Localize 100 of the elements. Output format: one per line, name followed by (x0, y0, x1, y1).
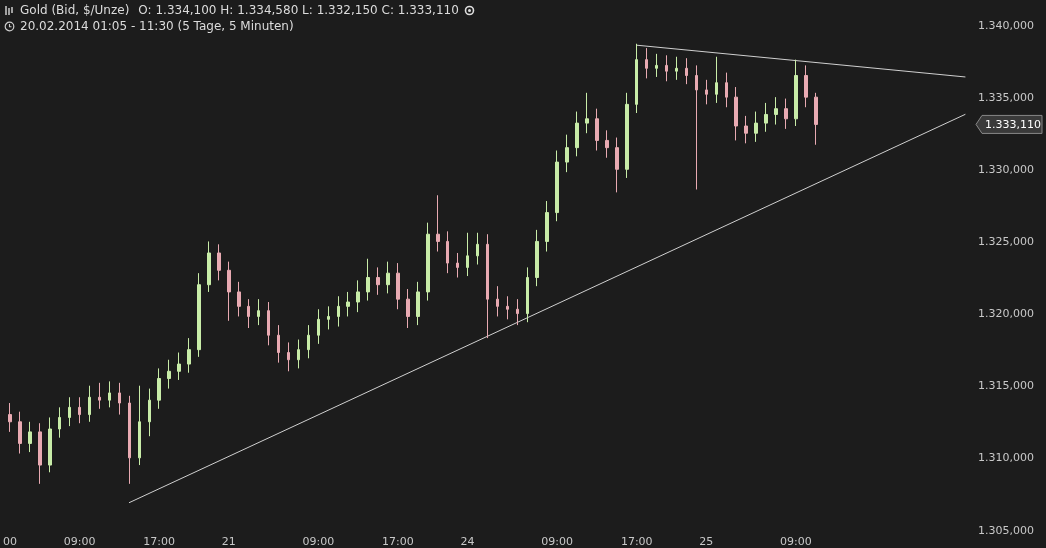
candlestick (356, 279, 360, 313)
candlestick (307, 324, 310, 359)
x-tick-label: 25 (699, 535, 714, 548)
candlestick (535, 229, 539, 287)
y-tick-label: 1.310,000 (978, 451, 1034, 465)
candlestick (376, 266, 380, 296)
candlestick (595, 108, 599, 152)
candlestick (277, 324, 280, 364)
candlestick (327, 305, 330, 330)
x-tick-label: 24 (460, 535, 475, 548)
candlestick (764, 102, 768, 133)
candlestick (38, 422, 42, 485)
candlestick (267, 301, 270, 346)
candlestick (18, 411, 22, 455)
candlestick (655, 53, 658, 78)
candlestick (78, 396, 81, 424)
candlestick (754, 111, 758, 143)
candlestick (317, 308, 320, 345)
y-tick-label: 1.335,000 (978, 90, 1034, 104)
candlestick (148, 388, 151, 437)
candlestick (237, 281, 241, 317)
candlestick (575, 111, 579, 157)
candlestick (625, 92, 629, 179)
candlestick (436, 194, 440, 253)
candlestick (526, 266, 529, 323)
candlestick (177, 352, 181, 381)
candlestick (207, 240, 211, 293)
candlestick (247, 298, 250, 329)
x-tick-label: 09:00 (63, 535, 96, 548)
y-tick-label: 1.305,000 (978, 523, 1034, 537)
candlestick (138, 385, 141, 466)
y-tick-label: 1.330,000 (978, 162, 1034, 176)
candlestick (565, 134, 569, 173)
candlestick (705, 79, 708, 105)
candlestick (744, 115, 748, 144)
candlestick (545, 200, 549, 253)
candlestick (506, 295, 509, 320)
candlestick (88, 385, 91, 423)
candlestick (446, 230, 449, 274)
candlestick (128, 395, 131, 485)
candlestick (685, 57, 688, 85)
candlestick (516, 298, 519, 326)
candlestick (725, 72, 728, 108)
x-tick-label: 09:00 (780, 535, 812, 548)
candlestick (217, 243, 221, 281)
candlestick (406, 288, 410, 329)
candlestick (68, 396, 71, 427)
candlestick (157, 367, 161, 410)
candlestick (555, 150, 559, 222)
candlestick (8, 402, 12, 433)
y-tick-label: 1.340,000 (978, 18, 1034, 32)
x-tick-label: 09:00 (541, 535, 573, 548)
candlestick (804, 64, 808, 108)
candlestick (227, 261, 231, 322)
y-tick-label: 1.320,000 (978, 307, 1034, 321)
candlestick (257, 298, 260, 326)
x-tick-label: 17:00 (382, 535, 414, 548)
x-tick-label: 17:00 (620, 535, 653, 548)
candlestick (635, 43, 638, 114)
candlestick (645, 47, 648, 79)
candlestick (615, 137, 619, 193)
candlestick (675, 56, 678, 81)
candlestick (366, 258, 370, 302)
y-tick-label: 1.325,000 (978, 234, 1034, 248)
candlestick (28, 421, 32, 453)
candlestick (486, 233, 489, 339)
chart-subtitle: 20.02.2014 01:05 - 11:30 (5 Tage, 5 Minuten) (20, 18, 294, 34)
candlestick (605, 129, 609, 159)
text: O: 1.334,100 H: 1.334,580 L: 1.332,150 C: 1.333,110 (138, 2, 459, 18)
text: 1.333,110 (985, 117, 1041, 131)
candlestick (346, 291, 350, 317)
candlestick (58, 406, 61, 439)
candlestick (337, 295, 340, 328)
candlestick (386, 261, 390, 294)
candlestick (496, 285, 499, 317)
candlestick (794, 59, 798, 127)
candlestick (118, 382, 121, 416)
candlestick (416, 281, 420, 326)
candlestick (784, 98, 788, 130)
candlestick (695, 64, 698, 190)
chart-title: Gold (Bid, $/Unze) (20, 2, 130, 18)
candlestick (585, 92, 589, 134)
candlestick (476, 232, 479, 266)
candlestick (167, 359, 171, 390)
candlestick (197, 272, 201, 358)
candlestick (396, 262, 400, 310)
candlestick (108, 380, 111, 408)
y-tick-label: 1.315,000 (978, 379, 1034, 393)
candlestick (774, 96, 778, 126)
candlestick (814, 92, 818, 146)
candlestick (466, 232, 469, 277)
x-tick-label: 00 (2, 535, 17, 548)
x-tick-label: 17:00 (143, 535, 176, 548)
candlestick (715, 56, 718, 104)
candlestick (48, 416, 52, 473)
candlestick (734, 86, 738, 141)
candlestick (456, 252, 459, 278)
candlestick (665, 54, 668, 82)
candlestick (287, 341, 290, 372)
candlestick (426, 222, 430, 302)
